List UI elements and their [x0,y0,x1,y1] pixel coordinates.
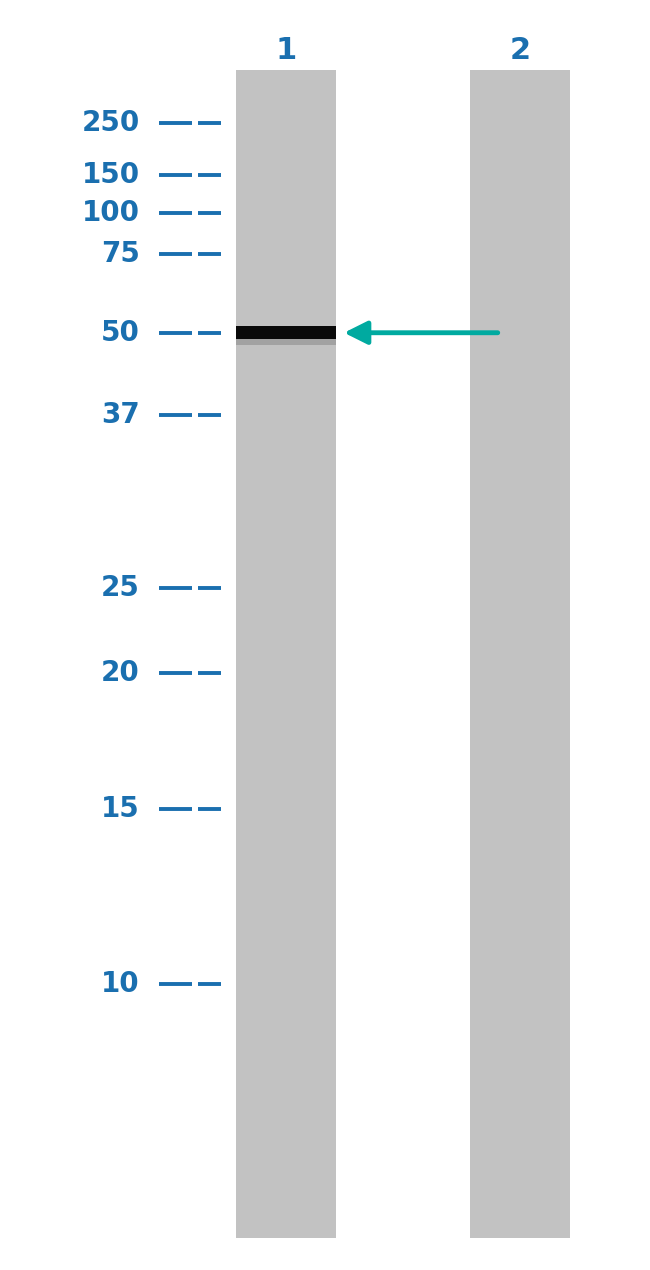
Text: 20: 20 [101,659,140,687]
Bar [235,326,337,339]
Text: 250: 250 [81,109,140,137]
Text: 37: 37 [101,401,140,429]
Bar [235,339,337,345]
Bar [235,70,337,1238]
Text: 2: 2 [510,37,530,65]
Text: 50: 50 [101,319,140,347]
Text: 100: 100 [82,199,140,227]
Text: 75: 75 [101,240,140,268]
Text: 1: 1 [276,37,296,65]
Bar [469,70,571,1238]
Text: 25: 25 [101,574,140,602]
Text: 15: 15 [101,795,140,823]
Text: 10: 10 [101,970,140,998]
Text: 150: 150 [82,161,140,189]
